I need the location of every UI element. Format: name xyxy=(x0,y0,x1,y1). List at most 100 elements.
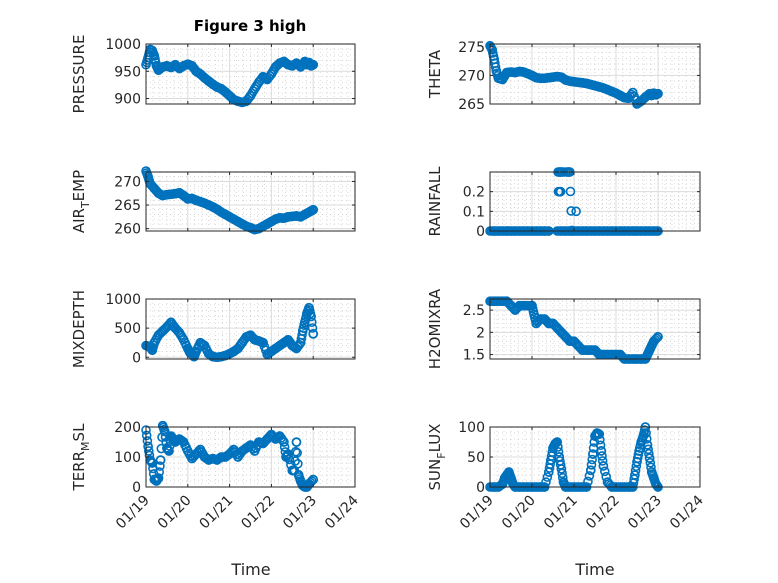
x-tick-label: 01/21 xyxy=(541,493,581,533)
panel-sun_flux: 0 50 100 01/19 01/20 01/21 01/22 01/23 01/24 SUNF… xyxy=(426,420,707,532)
data-point xyxy=(143,446,154,456)
data-point xyxy=(542,472,553,482)
data-point xyxy=(585,465,596,476)
data-point xyxy=(284,454,295,465)
data-point xyxy=(595,440,606,451)
data-point xyxy=(279,437,289,447)
data-point xyxy=(588,449,598,459)
data-point xyxy=(292,448,302,458)
y-tick-label: 0 xyxy=(476,224,485,240)
x-tick-label: 01/20 xyxy=(499,493,539,533)
y-axis-label: PRESSURE xyxy=(70,35,88,114)
y-tick-label: 0 xyxy=(476,480,485,496)
y-tick-label: 900 xyxy=(114,92,141,108)
data-point xyxy=(226,447,236,458)
data-point xyxy=(297,330,307,340)
data-point xyxy=(553,442,563,452)
data-point xyxy=(154,467,165,477)
data-point xyxy=(541,477,551,487)
axes-background xyxy=(490,172,700,231)
y-tick-label: 1.5 xyxy=(463,348,485,364)
axes-box xyxy=(489,298,701,360)
data-point xyxy=(557,468,567,479)
data-point xyxy=(306,317,317,328)
data-point xyxy=(307,323,318,333)
series-pressure xyxy=(141,44,319,108)
x-axis-label-left: Time xyxy=(230,560,270,579)
data-point xyxy=(308,328,318,339)
figure-title: Figure 3 high xyxy=(194,17,307,35)
data-point xyxy=(596,446,607,456)
data-point xyxy=(641,434,652,444)
data-point xyxy=(642,440,653,450)
data-point xyxy=(306,311,316,322)
data-point xyxy=(147,458,158,468)
data-point xyxy=(597,451,607,461)
x-tick-label: 01/24 xyxy=(667,492,707,532)
data-point xyxy=(599,466,610,477)
series-mixdepth xyxy=(141,302,319,363)
panel-theta: 265 270 275 THETA xyxy=(426,40,701,113)
x-tick-label: 01/20 xyxy=(155,493,195,533)
data-point xyxy=(630,470,640,480)
data-point xyxy=(653,88,663,99)
y-axis-label: RAINFALL xyxy=(426,166,444,237)
y-tick-label: 0 xyxy=(132,480,141,496)
data-point xyxy=(552,437,562,447)
series-air_temp xyxy=(141,166,319,235)
x-tick-label: 01/21 xyxy=(197,493,237,533)
data-point xyxy=(567,225,577,236)
data-point xyxy=(308,59,318,70)
axes-box xyxy=(145,298,356,360)
y-tick-label: 1000 xyxy=(105,292,141,308)
data-point xyxy=(583,476,593,487)
panel-h2omixra: 1.5 2 2.5 H2OMIXRA xyxy=(426,288,701,369)
panel-mixdepth: 0 500 1000 MIXDEPTH xyxy=(70,290,356,368)
y-tick-label: 200 xyxy=(114,420,141,436)
data-point xyxy=(571,206,581,217)
axes-box xyxy=(145,43,356,105)
panel-rainfall: 0 0.1 0.2 RAINFALL xyxy=(426,166,701,240)
data-point xyxy=(143,441,153,452)
data-point xyxy=(290,446,301,457)
data-point xyxy=(584,471,595,481)
y-axis-label: MIXDEPTH xyxy=(70,290,88,368)
data-point xyxy=(192,447,203,458)
data-point xyxy=(565,186,576,197)
y-axis-label: SUNFLUX xyxy=(426,424,448,491)
y-tick-label: 275 xyxy=(458,40,485,56)
y-tick-label: 270 xyxy=(114,174,141,190)
data-point xyxy=(630,465,641,476)
data-point xyxy=(142,436,153,446)
x-tick-label: 01/22 xyxy=(238,493,278,533)
data-point xyxy=(641,428,651,438)
x-axis-label-right: Time xyxy=(574,560,614,579)
series-terr_msl xyxy=(141,420,319,492)
data-point xyxy=(586,460,597,470)
axes-box xyxy=(489,171,701,232)
panel-pressure: 900 950 1000 PRESSURE xyxy=(70,35,356,114)
data-point xyxy=(598,461,609,471)
y-axis-label: TERRMSL xyxy=(70,423,92,492)
x-tick-label: 01/22 xyxy=(583,493,623,533)
panel-terr_msl: 0 100 200 01/19 01/20 01/21 01/22 01/23 01/24 TER… xyxy=(70,420,362,532)
data-point xyxy=(644,448,654,459)
data-point xyxy=(553,447,564,457)
y-tick-label: 0 xyxy=(132,350,141,366)
x-tick-label: 01/19 xyxy=(113,493,153,533)
y-axis-label: THETA xyxy=(426,49,444,99)
data-point xyxy=(645,457,656,468)
x-tick-label: 01/23 xyxy=(280,493,320,533)
y-tick-label: 0.2 xyxy=(463,185,485,201)
data-point xyxy=(293,458,303,469)
axes-box xyxy=(145,171,356,232)
data-point xyxy=(643,444,653,455)
data-point xyxy=(597,456,608,466)
data-point xyxy=(646,462,656,473)
y-tick-label: 265 xyxy=(458,97,485,113)
axes-box xyxy=(489,43,701,105)
data-point xyxy=(306,476,317,486)
y-tick-label: 260 xyxy=(114,222,141,238)
data-point xyxy=(291,437,302,448)
y-tick-label: 950 xyxy=(114,64,141,80)
